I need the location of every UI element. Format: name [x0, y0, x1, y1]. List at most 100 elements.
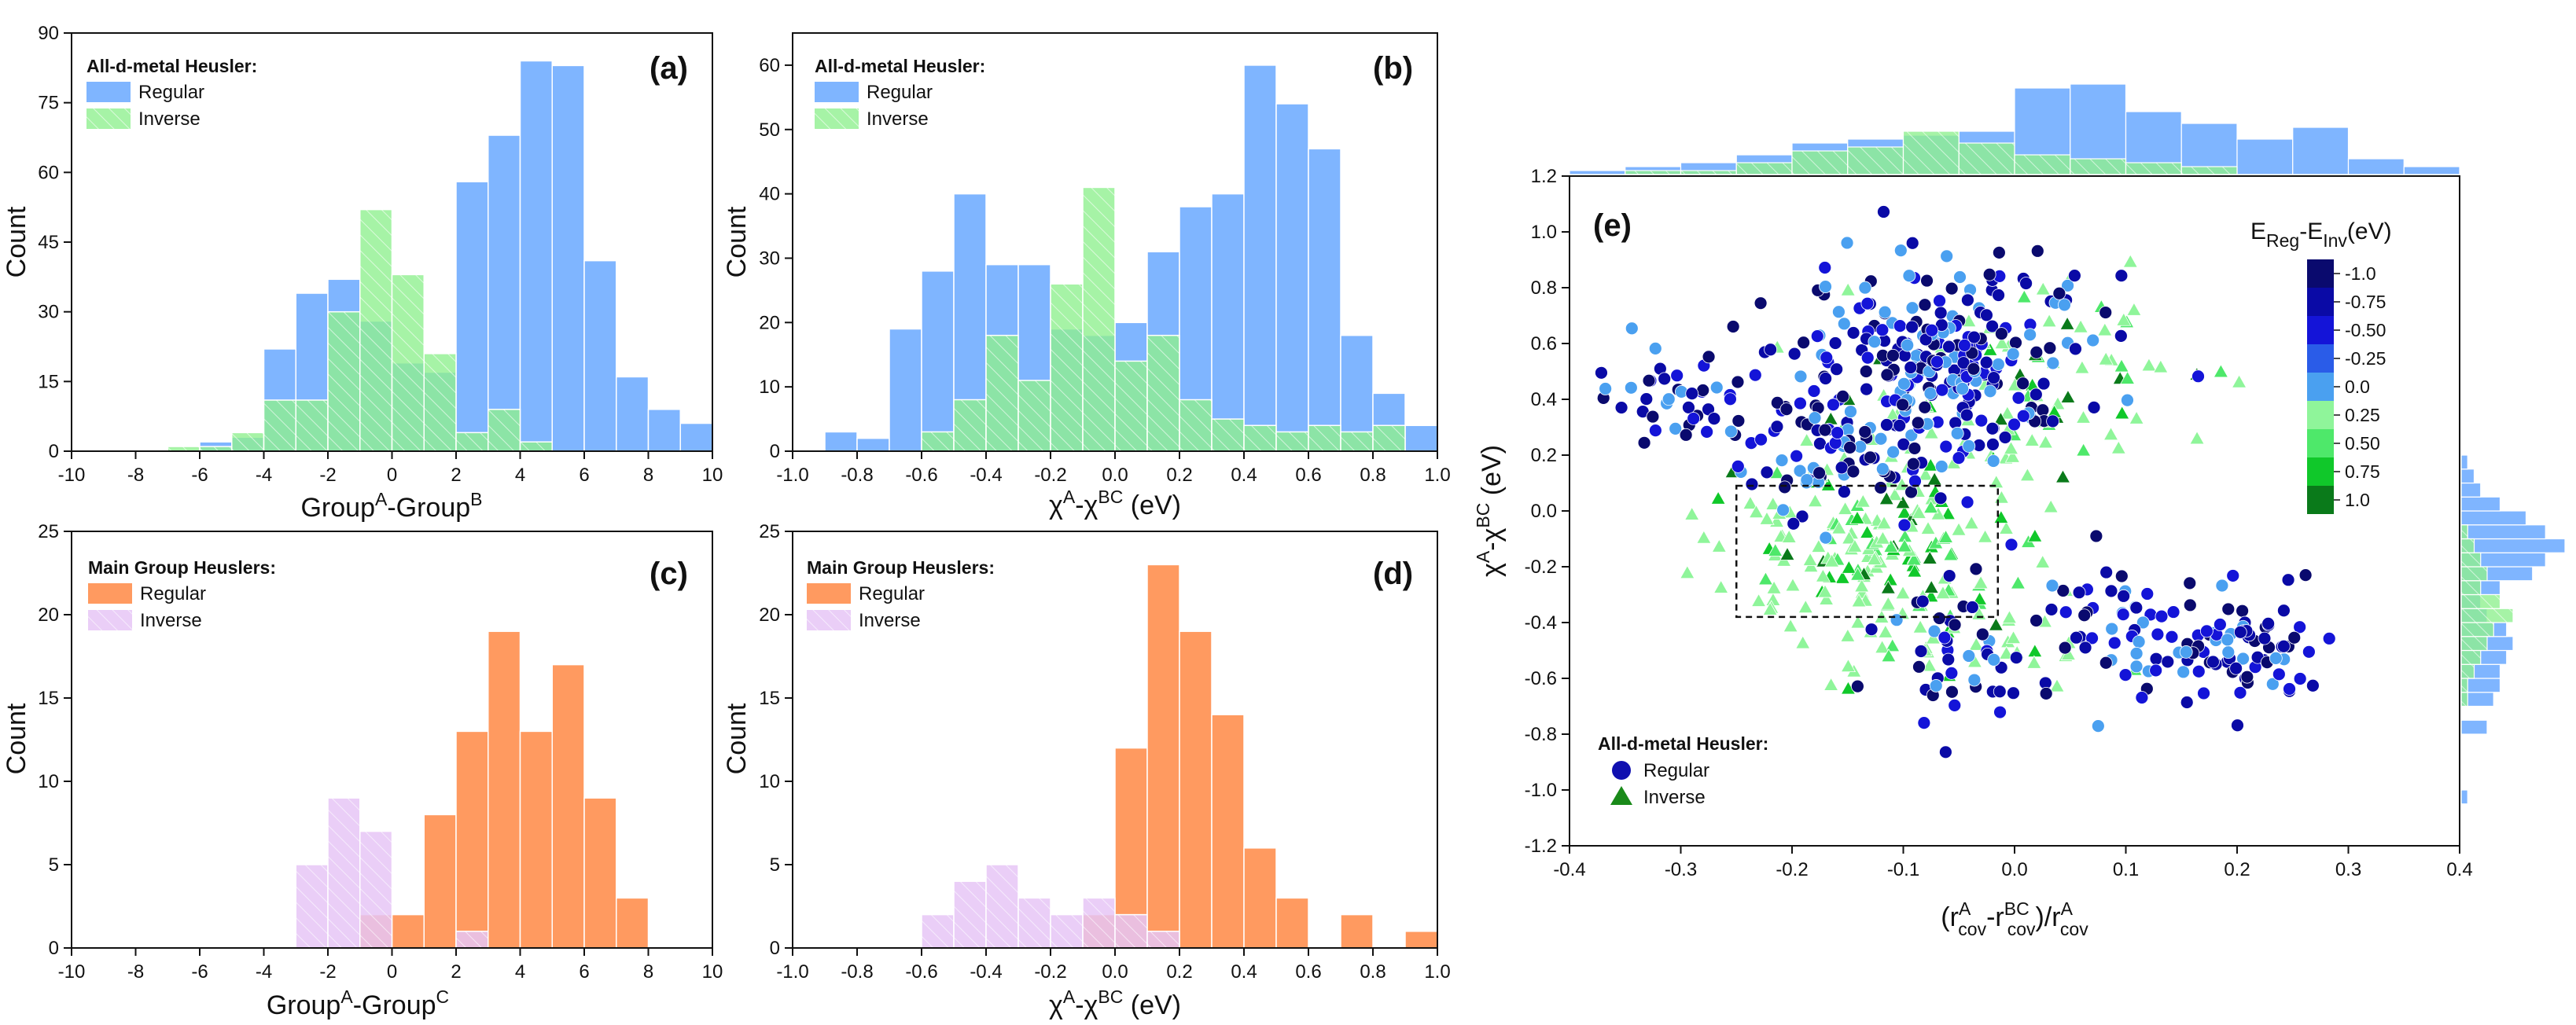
y-tick-label: 75: [38, 93, 59, 114]
right-marginal-bar-inverse: [2460, 692, 2468, 707]
inverse-point: [1823, 677, 1839, 691]
panel-e-legend-title: All-d-metal Heusler:: [1598, 733, 1768, 754]
regular-point: [1890, 613, 1904, 627]
inverse-point: [2001, 609, 2018, 624]
inverse-point: [1897, 505, 1912, 519]
top-marginal-bar-regular: [1569, 170, 1626, 175]
histogram-panel-a: -10 -8 -6 -4 -2 0 2 4 6 8 10 0 15 30 45 60 75 90 (a) All…: [2, 23, 723, 523]
inverse-point: [1762, 601, 1778, 615]
panel-e-xlabel: (rA cov-rBC cov)/rA cov: [1941, 898, 2088, 939]
inverse-point: [1798, 432, 1815, 446]
regular-point: [2276, 639, 2291, 653]
x-tick-label: -0.2: [1034, 465, 1066, 486]
inverse-point: [1940, 505, 1956, 520]
y-tick-label: -0.4: [1525, 612, 1557, 634]
right-marginal-bar-inverse: [2460, 608, 2514, 623]
inverse-point: [2059, 316, 2075, 330]
panel-a-ylabel: Count: [2, 206, 31, 277]
regular-point: [1819, 372, 1833, 385]
regular-point: [1897, 518, 1912, 532]
inverse-point: [1935, 585, 1951, 600]
regular-point: [2231, 718, 2244, 733]
regular-point: [2277, 604, 2291, 618]
regular-point: [2269, 652, 2283, 665]
inverse-point: [1713, 579, 1729, 593]
inverse-point: [1766, 580, 1782, 594]
inverse-point: [2060, 389, 2076, 403]
regular-point: [1793, 464, 1807, 478]
inverse-point: [1855, 494, 1871, 508]
inverse-point: [1781, 529, 1797, 543]
inverse-point: [1841, 560, 1857, 574]
regular-point: [2030, 614, 2043, 627]
regular-point: [1779, 402, 1794, 417]
inverse-point: [1880, 596, 1896, 610]
regular-point: [1902, 269, 1916, 283]
bar-regular: [1211, 193, 1245, 452]
x-tick-label: 0.3: [2335, 859, 2361, 880]
colorbar-tick-label: -0.25: [2345, 348, 2386, 369]
histogram-panel-d: -1.0 -0.8 -0.6 -0.4 -0.2 0.0 0.2 0.4 0.6 0.8 1.0 0…: [722, 521, 1451, 1020]
regular-point: [1860, 351, 1875, 365]
bar-regular: [1211, 714, 1245, 949]
regular-point: [1614, 401, 1628, 414]
inverse-point: [1684, 506, 1700, 520]
inverse-point: [1750, 593, 1767, 607]
regular-point: [2117, 589, 2131, 603]
y-tick-label: 0.2: [1531, 445, 1557, 466]
inverse-point: [1880, 580, 1896, 594]
regular-point: [1993, 705, 2007, 719]
x-tick-label: -2: [319, 961, 336, 983]
regular-point: [1820, 351, 1834, 365]
regular-point: [1912, 659, 1926, 674]
regular-point: [1985, 421, 2000, 435]
regular-point: [1800, 473, 1814, 487]
regular-point: [1893, 418, 1907, 432]
bar-inverse: [359, 208, 393, 452]
panel-a-bars: [134, 60, 713, 452]
regular-point: [1932, 612, 1946, 625]
bar-inverse: [327, 310, 361, 452]
panel-a-legend-title: All-d-metal Heusler:: [86, 56, 257, 76]
panel-e-legend-regular: Regular: [1643, 760, 1709, 781]
y-tick-label: 50: [759, 119, 780, 141]
x-tick-label: 0.4: [1231, 465, 1257, 486]
panel-b-legend-inverse-swatch: [815, 108, 859, 129]
regular-point: [2067, 269, 2081, 283]
regular-point: [1905, 301, 1919, 315]
regular-point: [1837, 485, 1851, 498]
inverse-point: [1785, 578, 1801, 592]
colorbar-tick-label: -0.50: [2345, 320, 2386, 340]
inverse-point: [1882, 572, 1898, 586]
regular-point: [2161, 655, 2175, 669]
regular-point: [1998, 431, 2012, 444]
panel-a-y-ticks: 0 15 30 45 60 75 90: [38, 23, 72, 462]
regular-point: [1914, 645, 1928, 658]
bar-inverse: [231, 432, 265, 452]
panel-d-xlabel: χA-χBC (eV): [1049, 986, 1181, 1020]
regular-point: [2072, 586, 2086, 600]
y-tick-label: 20: [38, 604, 59, 626]
inverse-point: [2119, 370, 2136, 384]
right-marginal-bar-inverse: [2460, 593, 2501, 609]
bar-inverse: [1082, 897, 1116, 949]
regular-point: [1941, 652, 1956, 667]
inverse-point: [2010, 575, 2026, 590]
scatter-panel-e: -0.4 -0.3 -0.2 -0.1 0.0 0.1 0.2 0.3 0.4 -1.2 -1.0…: [1473, 83, 2566, 939]
panel-c-x-ticks: -10 -8 -6 -4 -2 0 2 4 6 8 10: [58, 948, 723, 983]
x-tick-label: -0.8: [841, 465, 873, 486]
inverse-point: [2004, 449, 2021, 463]
regular-point: [2261, 616, 2276, 630]
regular-point: [1948, 618, 1962, 632]
regular-point: [2104, 584, 2118, 598]
y-tick-label: 0: [770, 441, 780, 462]
panel-d-legend-inverse: Inverse: [859, 610, 921, 631]
x-tick-label: -0.4: [970, 961, 1002, 983]
bar-regular: [679, 422, 713, 452]
regular-point: [1934, 491, 1948, 505]
y-tick-label: 10: [38, 771, 59, 792]
regular-point: [1945, 685, 1959, 699]
regular-point: [1942, 340, 1956, 354]
regular-point: [1967, 362, 1981, 376]
right-marginal-bar-inverse: [2460, 663, 2475, 679]
